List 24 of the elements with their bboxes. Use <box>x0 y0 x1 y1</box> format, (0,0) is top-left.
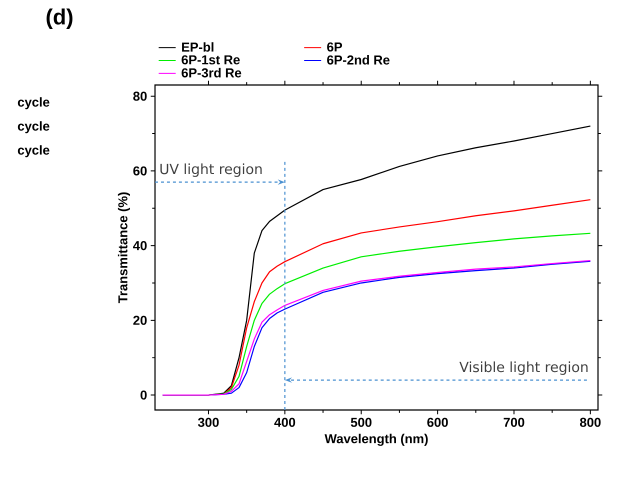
y-tick-label: 40 <box>133 241 147 250</box>
y-axis-title: Transmittance (%) <box>118 192 130 304</box>
y-tick-label: 20 <box>133 316 147 325</box>
legend-label: EP-bl <box>182 42 214 52</box>
annotation: Visible light region <box>459 361 588 375</box>
chart-title: (d) <box>46 8 72 29</box>
text: cycle <box>18 97 50 110</box>
x-tick-label: 500 <box>350 418 372 427</box>
x-tick-label: 700 <box>504 418 524 427</box>
y-tick-label: 60 <box>133 166 147 176</box>
legend-label: 6P-1st Re <box>182 55 240 64</box>
x-tick-label: 400 <box>274 418 296 427</box>
y-tick-label: 0 <box>140 390 147 400</box>
text: cycle <box>18 121 50 134</box>
text: cycle <box>18 145 50 158</box>
legend-label: 6P-3rd Re <box>182 68 242 78</box>
legend-label: 6P <box>327 42 342 52</box>
x-tick-label: 800 <box>580 418 601 427</box>
x-tick-label: 600 <box>427 418 448 427</box>
x-axis-title: Wavelength (nm) <box>324 434 428 446</box>
legend-label: 6P-2nd Re <box>327 55 390 65</box>
annotation: UV light region <box>160 163 262 177</box>
y-tick-label: 80 <box>133 92 147 101</box>
x-tick-label: 300 <box>198 418 219 427</box>
